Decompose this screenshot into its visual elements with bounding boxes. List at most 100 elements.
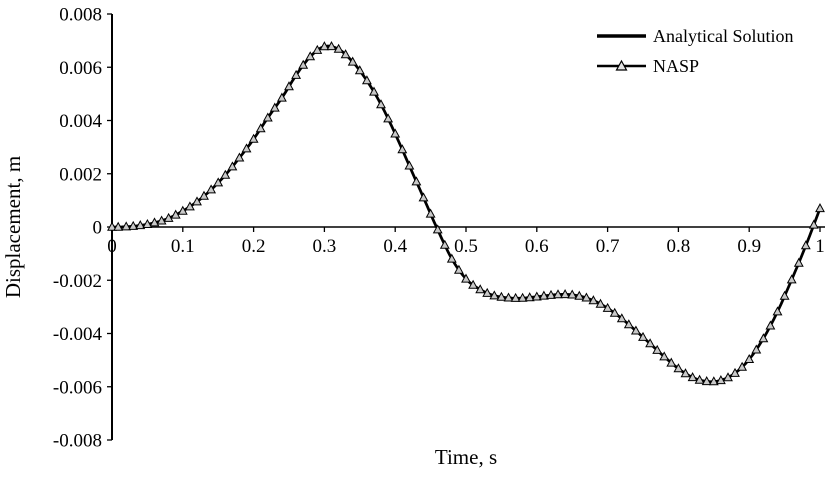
- nasp-marker-icon: [361, 75, 372, 85]
- nasp-marker-icon: [489, 290, 500, 300]
- nasp-marker-icon: [701, 376, 712, 386]
- nasp-marker-icon: [461, 273, 471, 283]
- nasp-marker-icon: [192, 196, 202, 206]
- nasp-marker-icon: [227, 161, 238, 171]
- legend-label-nasp: NASP: [653, 56, 699, 76]
- nasp-marker-icon: [411, 176, 422, 186]
- nasp-marker-icon: [220, 169, 231, 179]
- plot-area: 0 0.1 0.2 0.3 0.4 0.5 0.6 0.7 0.8 0.9 1 0.008 0.006 0…: [53, 5, 825, 452]
- nasp-marker-icon: [453, 264, 464, 274]
- nasp-marker-icon: [262, 112, 273, 122]
- nasp-marker-icon: [531, 291, 542, 301]
- nasp-marker-icon: [609, 307, 620, 317]
- y-tick-label: 0.006: [59, 58, 102, 79]
- nasp-marker-icon: [468, 279, 479, 289]
- nasp-marker-icon: [560, 289, 571, 299]
- x-tick-label: 0.1: [171, 236, 195, 257]
- nasp-marker-icon: [765, 320, 776, 330]
- nasp-marker-icon: [206, 184, 217, 194]
- nasp-marker-icon: [397, 144, 408, 154]
- nasp-marker-icon: [623, 319, 634, 329]
- nasp-marker-icon: [298, 59, 309, 69]
- analytical-solution-line: [112, 44, 822, 384]
- nasp-marker-icon: [673, 363, 684, 373]
- nasp-marker-icon: [588, 295, 599, 305]
- nasp-marker-icon: [751, 344, 762, 354]
- legend-label-analytical: Analytical Solution: [653, 26, 793, 46]
- nasp-marker-icon: [269, 102, 280, 112]
- nasp-marker-icon: [383, 113, 394, 123]
- x-tick-label: 0.2: [242, 236, 266, 257]
- nasp-marker-icon: [687, 372, 698, 382]
- nasp-marker-icon: [163, 212, 174, 222]
- nasp-marker-icon: [567, 289, 578, 299]
- nasp-marker-icon: [538, 290, 549, 300]
- y-tick-label: 0.002: [59, 164, 102, 185]
- nasp-marker-icon: [602, 302, 613, 312]
- nasp-marker-icon: [482, 287, 493, 297]
- nasp-marker-icon: [369, 86, 379, 96]
- nasp-marker-icon: [156, 215, 167, 225]
- x-tick-label: 0: [107, 236, 117, 257]
- y-tick-label: -0.004: [53, 324, 103, 345]
- nasp-marker-icon: [418, 192, 429, 202]
- nasp-marker-icon: [113, 221, 124, 231]
- nasp-marker-icon: [354, 65, 365, 75]
- x-tick-label: 0.3: [313, 236, 337, 257]
- x-tick-label: 1: [815, 236, 825, 257]
- nasp-marker-icon: [772, 306, 783, 316]
- x-tick-label: 0.6: [525, 236, 549, 257]
- nasp-marker-icon: [723, 372, 733, 382]
- y-tick-label: 0.008: [59, 5, 102, 26]
- nasp-marker-icon: [708, 376, 719, 386]
- nasp-marker-icon: [694, 374, 705, 384]
- y-tick-label: -0.006: [53, 377, 102, 398]
- nasp-marker-icon: [574, 290, 585, 300]
- nasp-marker-icon: [291, 69, 302, 79]
- nasp-marker-icon: [213, 177, 224, 187]
- nasp-marker-icon: [779, 290, 790, 300]
- nasp-marker-icon: [439, 239, 450, 249]
- nasp-marker-icon: [234, 152, 245, 162]
- nasp-marker-icon: [793, 257, 804, 267]
- nasp-marker-icon: [305, 51, 316, 61]
- nasp-marker-icon: [652, 344, 663, 354]
- nasp-marker-icon: [432, 224, 443, 234]
- nasp-marker-icon: [815, 203, 825, 213]
- nasp-marker-icon: [390, 128, 401, 138]
- x-tick-label: 0.4: [383, 236, 407, 257]
- nasp-marker-icon: [404, 160, 415, 170]
- nasp-marker-icon: [340, 49, 351, 59]
- nasp-marker-icon: [496, 291, 507, 301]
- nasp-marker-icon: [553, 289, 563, 299]
- nasp-marker-icon: [284, 81, 294, 91]
- nasp-marker-icon: [319, 41, 330, 51]
- nasp-marker-icon: [659, 351, 670, 361]
- nasp-marker-icon: [128, 220, 139, 230]
- y-tick-label: 0.004: [59, 111, 102, 132]
- nasp-marker-icon: [517, 292, 528, 302]
- nasp-marker-icon: [184, 201, 195, 211]
- nasp-marker-icon: [333, 43, 344, 53]
- nasp-marker-icon: [107, 221, 117, 231]
- y-tick-label: -0.008: [53, 431, 102, 452]
- nasp-marker-icon: [149, 217, 160, 227]
- nasp-marker-icon: [616, 313, 627, 323]
- nasp-marker-icon: [503, 292, 514, 302]
- legend: Analytical Solution NASP: [597, 26, 793, 76]
- nasp-marker-icon: [135, 220, 146, 230]
- x-tick-label: 0.9: [737, 236, 761, 257]
- nasp-marker-icon: [177, 205, 188, 215]
- nasp-marker-icon: [758, 333, 769, 343]
- y-tick-label: -0.002: [53, 271, 102, 292]
- nasp-marker-icon: [312, 44, 323, 54]
- nasp-marker-icon: [546, 289, 556, 299]
- legend-entry-nasp: NASP: [597, 56, 699, 76]
- y-tick-label: 0: [93, 218, 103, 239]
- nasp-marker-icon: [680, 368, 691, 378]
- nasp-marker-icon: [255, 123, 266, 133]
- nasp-marker-icon: [666, 357, 677, 367]
- nasp-marker-icon: [645, 338, 656, 348]
